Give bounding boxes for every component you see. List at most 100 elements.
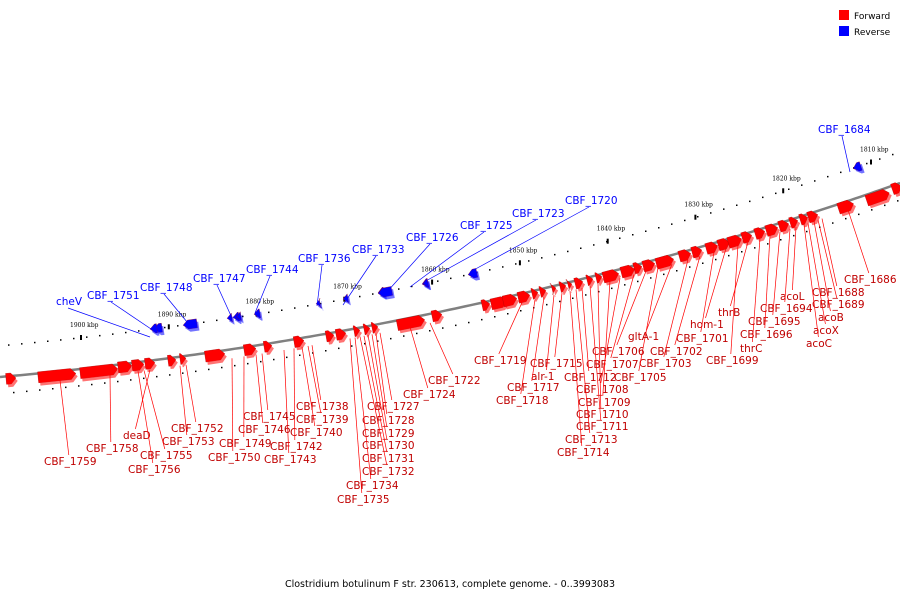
scale-tick (870, 159, 872, 165)
legend-label-reverse: Reverse (854, 28, 891, 38)
forward-gene-leader (143, 370, 166, 450)
forward-gene-leader (375, 333, 388, 415)
track-dot (879, 158, 881, 160)
scale-tick-label: 1820 kbp (772, 175, 801, 182)
forward-gene-arrow (601, 269, 621, 286)
forward-gene-leader (610, 274, 635, 359)
forward-gene-label: CBF_1715 (530, 358, 583, 370)
forward-gene-leader (520, 299, 536, 395)
track-dot (73, 337, 75, 340)
track-dot (858, 213, 860, 216)
scale-tick-label: 1840 kbp (597, 226, 626, 233)
forward-gene-leader (600, 278, 621, 384)
track-dot (65, 386, 67, 389)
track-dot (645, 230, 647, 232)
track-dot (450, 277, 452, 280)
track-dot (801, 184, 803, 186)
forward-gene-label: CBF_1708 (576, 384, 629, 396)
forward-gene-label: acoX (813, 325, 839, 337)
forward-gene-arrow (594, 272, 605, 287)
track-dot (567, 250, 569, 253)
reverse-gene-arrow (235, 311, 244, 324)
track-dot (884, 204, 886, 207)
track-dot (814, 180, 816, 182)
forward-gene-leader (674, 256, 701, 346)
track-dot (13, 391, 15, 394)
forward-gene-leader (283, 349, 290, 454)
forward-gene-label: gltA-1 (628, 331, 659, 343)
forward-gene-leader (792, 226, 797, 291)
track-dot (502, 266, 504, 268)
forward-gene-label: CBF_1758 (86, 443, 139, 455)
track-dot (78, 385, 80, 387)
forward-gene-label: CBF_1732 (362, 466, 415, 478)
forward-gene-leader (59, 380, 70, 456)
forward-gene-label: CBF_1738 (296, 401, 349, 413)
scale-tick (431, 279, 434, 285)
backbone-dots (8, 153, 899, 394)
forward-gene-arrow (370, 322, 380, 336)
forward-gene-leader (821, 218, 838, 287)
forward-gene-label: CBF_1742 (270, 441, 323, 453)
track-dot (676, 270, 678, 272)
forward-gene-arrow (5, 372, 18, 388)
forward-gene-label: CBF_1695 (748, 316, 801, 328)
track-dot (611, 287, 613, 290)
forward-gene-arrow (677, 249, 694, 265)
track-dot (632, 234, 634, 236)
forward-gene-label: CBF_1710 (576, 409, 629, 421)
legend-swatch-reverse (839, 26, 849, 36)
track-dot (177, 325, 179, 327)
reverse-gene-leader (841, 135, 851, 173)
track-dot (247, 362, 249, 365)
track-dot (429, 330, 431, 332)
genome-caption: Clostridium botulinum F str. 230613, com… (284, 579, 616, 590)
track-dot (684, 219, 686, 222)
forward-gene-label: CBF_1759 (44, 456, 97, 468)
reverse-gene-arrow (149, 323, 160, 336)
scale-tick-label: 1860 kbp (421, 267, 450, 274)
track-dot (125, 331, 127, 334)
track-dot (130, 379, 132, 381)
track-dot (143, 377, 145, 380)
reverse-gene-label: CBF_1733 (352, 244, 405, 256)
track-dot (481, 318, 483, 321)
scale-tick-label: 1810 kbp (860, 147, 889, 154)
forward-gene-leader (705, 248, 727, 319)
forward-gene-arrow (806, 210, 821, 226)
reverse-gene-leader (316, 264, 323, 307)
forward-gene-arrow (864, 189, 892, 209)
forward-gene-label: CBF_1702 (650, 346, 703, 358)
track-dot (455, 324, 457, 327)
track-dot (34, 341, 36, 344)
track-dot (156, 375, 158, 378)
track-dot (671, 223, 673, 225)
track-dot (741, 251, 743, 253)
track-dot (637, 280, 639, 283)
reverse-gene-label: CBF_1684 (818, 124, 871, 136)
forward-gene-label: CBF_1717 (507, 382, 560, 394)
track-dot (182, 372, 184, 374)
forward-gene-label: CBF_1743 (264, 454, 317, 466)
reverse-gene-arrow (852, 161, 865, 174)
forward-gene-leader (307, 345, 322, 414)
forward-gene-arrow (690, 245, 705, 261)
track-dot (580, 247, 582, 249)
forward-gene-leader (231, 358, 234, 452)
track-dot (749, 200, 751, 203)
forward-gene-arrow (37, 368, 78, 386)
forward-gene-leader (546, 294, 555, 371)
track-dot (585, 294, 587, 296)
forward-gene-arrow (167, 354, 178, 370)
track-dot (546, 303, 548, 306)
track-dot (788, 188, 790, 190)
track-dot (723, 208, 725, 210)
track-dot (333, 300, 335, 302)
reverse-gene-leader (409, 231, 485, 288)
forward-gene-arrow (324, 330, 336, 345)
scale-tick-label: 1900 kbp (70, 322, 99, 329)
forward-gene-label: CBF_1750 (208, 452, 261, 464)
track-dot (86, 336, 88, 338)
reverse-gene-arrow (422, 278, 431, 290)
forward-gene-arrow (641, 259, 658, 275)
